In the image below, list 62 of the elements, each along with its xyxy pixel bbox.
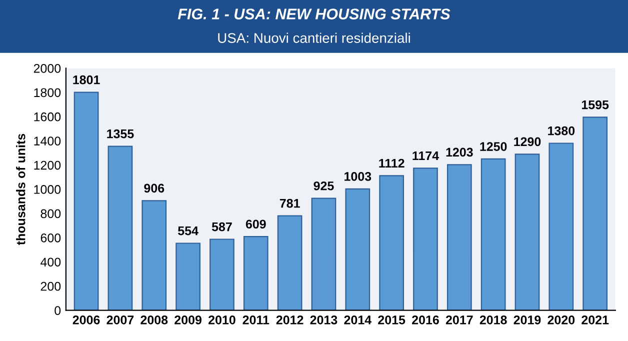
y-tick-label: 200 [40, 282, 61, 291]
bar [446, 164, 472, 310]
bar [514, 154, 540, 310]
bar [413, 168, 438, 310]
data-label: 906 [144, 184, 164, 193]
x-tick-label: 2011 [242, 316, 270, 324]
x-tick-label: 2016 [412, 316, 439, 324]
bar [345, 188, 370, 310]
data-label: 1250 [480, 142, 507, 151]
x-tick-label: 2012 [276, 316, 304, 324]
data-label: 1174 [412, 151, 439, 160]
y-tick-label: 2000 [34, 64, 61, 73]
y-tick-label: 1600 [34, 112, 61, 122]
bar [582, 116, 608, 310]
data-label: 1112 [379, 158, 404, 168]
x-tick-label: 2014 [344, 316, 372, 324]
x-tick-label: 2015 [378, 316, 406, 324]
data-label: 587 [212, 222, 232, 232]
data-label: 1203 [446, 148, 473, 157]
bar [108, 146, 133, 310]
x-tick-label: 2010 [208, 316, 236, 324]
data-label: 609 [246, 220, 266, 229]
x-tick-label: 2009 [174, 316, 202, 324]
data-label: 1290 [514, 137, 541, 146]
x-tick-label: 2008 [140, 316, 168, 324]
x-tick-label: 2018 [480, 316, 507, 324]
bar [210, 238, 234, 310]
y-tick-label: 1000 [34, 185, 61, 194]
data-label: 1595 [582, 100, 609, 110]
bar [379, 175, 404, 310]
y-tick-label: 1800 [34, 88, 61, 98]
y-tick-label: 600 [40, 233, 61, 242]
bar [277, 215, 302, 310]
y-tick-label: 0 [54, 306, 61, 315]
bar [548, 142, 574, 310]
data-label: 1801 [73, 75, 100, 84]
data-label: 1380 [548, 126, 575, 136]
x-tick-label: 2006 [72, 316, 100, 324]
y-tick-label: 400 [40, 258, 61, 267]
bar [311, 198, 336, 310]
y-tick-label: 1200 [34, 160, 61, 170]
data-label: 1003 [344, 172, 372, 181]
x-tick-label: 2013 [310, 316, 338, 324]
x-tick-label: 2021 [582, 316, 609, 324]
bar [74, 92, 99, 310]
y-tick-label: 1400 [34, 136, 61, 146]
data-label: 925 [314, 181, 334, 190]
x-tick-label: 2017 [446, 316, 473, 324]
chart-subtitle: USA: Nuovi cantieri residenziali [218, 32, 410, 43]
x-tick-label: 2019 [514, 316, 541, 324]
bar [176, 242, 200, 310]
data-label: 781 [280, 198, 300, 208]
chart-title: FIG. 1 - USA: NEW HOUSING STARTS [178, 8, 450, 20]
x-tick-label: 2007 [106, 316, 134, 324]
bar [480, 158, 506, 310]
data-label: 1355 [107, 129, 134, 138]
y-tick-label: 800 [40, 209, 61, 218]
data-label: 554 [178, 226, 198, 236]
bar [243, 236, 268, 310]
x-tick-label: 2020 [548, 316, 575, 324]
y-axis-title: thousands of units [16, 134, 26, 245]
bar [142, 200, 167, 310]
